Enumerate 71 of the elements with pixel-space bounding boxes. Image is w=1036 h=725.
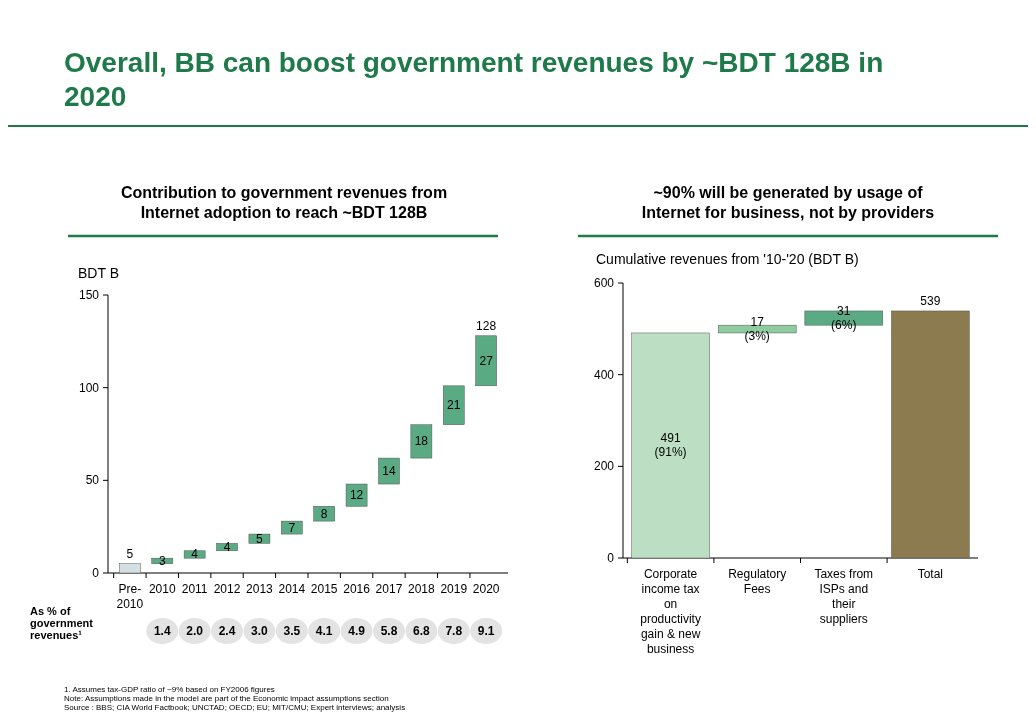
x-tick-label: 2013	[246, 582, 274, 596]
bar	[119, 563, 141, 574]
data-label: 12	[349, 488, 364, 503]
text: 2.0	[186, 624, 204, 638]
x-tick-label: 2011	[181, 582, 208, 596]
data-label: 27	[479, 353, 494, 368]
chart-subtitle: Contribution to government revenues from Internet adoption to reach ~BDT 128B	[120, 184, 448, 221]
x-tick-label: 2017	[375, 582, 403, 596]
x-tick-label: 2019	[440, 582, 468, 596]
x-tick-label: 2020	[472, 582, 500, 596]
bar	[248, 533, 271, 544]
y-tick-label: 0	[92, 566, 100, 580]
bar	[183, 550, 206, 559]
text: 2.4	[218, 624, 236, 638]
annotation: 128	[476, 318, 497, 333]
text: Note: Assumptions made in the model are part of the Economic impact assumptions section	[64, 694, 389, 703]
bar	[378, 457, 400, 485]
x-tick-label: 2014	[278, 582, 306, 596]
y-axis-title: BDT B	[78, 265, 119, 281]
y-tick-label: 150	[78, 288, 100, 302]
text: 4.9	[348, 624, 366, 638]
text: 7.8	[445, 624, 463, 638]
x-tick-label: Pre-2010	[116, 582, 144, 611]
bar	[475, 335, 497, 387]
text: 3.5	[283, 624, 301, 638]
x-tick-label: 2012	[213, 582, 241, 596]
bar	[345, 483, 368, 507]
text: 5.8	[380, 624, 398, 638]
data-label: 4	[191, 547, 199, 562]
y-tick-label: 600	[593, 276, 615, 290]
y-axis-title: Cumulative revenues from '10-'20 (BDT B)	[596, 251, 859, 267]
text: 4.1	[315, 624, 333, 638]
data-label: 7	[288, 520, 296, 535]
x-tick-label: Corporate income tax on productivity gain & new business	[640, 567, 701, 656]
data-label: 491 (91%)	[654, 431, 687, 460]
text: 9.1	[477, 624, 495, 638]
text: As % of government revenues¹	[30, 605, 94, 641]
x-tick-label: 2015	[310, 582, 338, 596]
bar	[631, 332, 710, 559]
x-tick-label: 2016	[343, 582, 371, 596]
bar	[410, 424, 433, 459]
x-tick-label: Taxes from ISPs and their suppliers	[814, 567, 874, 626]
data-label: 4	[223, 540, 231, 555]
bar	[891, 310, 970, 559]
text: 1.4	[153, 624, 171, 638]
data-label: 539	[920, 293, 941, 308]
x-tick-label: Regulatory Fees	[728, 567, 787, 596]
text: 1. Assumes tax-GDP ratio of ~9% based on FY2006 figures	[64, 685, 275, 694]
x-tick-label: Total	[917, 567, 944, 581]
data-label: 14	[382, 464, 396, 479]
text: 3.0	[251, 624, 269, 638]
data-label: 18	[414, 434, 429, 449]
bar	[442, 385, 465, 425]
chart-title: ~90% will be generated by usage of Internet for business, not by providers	[641, 184, 935, 221]
x-tick-label: 2010	[148, 582, 176, 596]
chart-title: Overall, BB can boost government revenues by ~BDT 128B in 2020	[64, 47, 884, 112]
data-label: 17 (3%)	[744, 315, 770, 344]
x-tick-label: 2018	[408, 582, 436, 596]
data-label: 5	[126, 546, 134, 561]
y-tick-label: 100	[78, 380, 100, 395]
bar	[281, 520, 303, 535]
source-note: Source : BBS; CIA World Factbook; UNCTAD; OECD; EU; MIT/CMU; Expert interviews; analysis	[64, 703, 406, 712]
data-label: 8	[320, 506, 328, 521]
y-tick-label: 400	[593, 367, 615, 382]
data-label: 5	[256, 531, 264, 546]
y-tick-label: 50	[85, 473, 100, 488]
text: 6.8	[413, 624, 431, 638]
bar	[313, 506, 335, 522]
y-tick-label: 200	[593, 459, 615, 474]
y-tick-label: 0	[607, 551, 615, 565]
data-label: 21	[447, 398, 461, 413]
